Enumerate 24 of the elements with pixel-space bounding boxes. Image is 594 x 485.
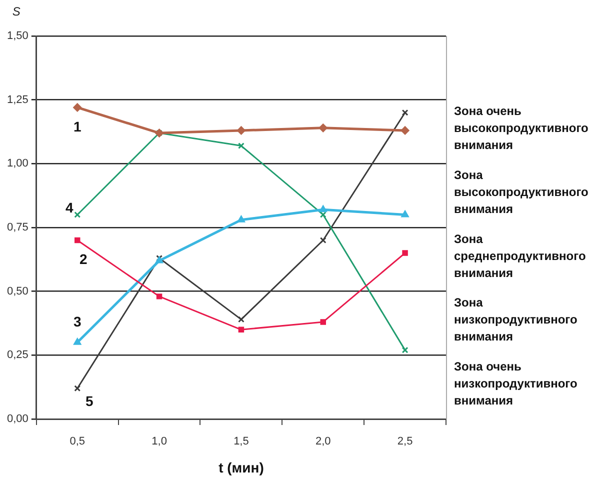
x-tick-label: 1,0 — [152, 436, 167, 448]
y-tick-label: 0,75 — [6, 222, 28, 234]
x-tick-label: 1,5 — [234, 436, 249, 448]
series-label: 5 — [85, 393, 94, 410]
text: Зона высокопродуктивного внимания — [454, 168, 588, 216]
y-tick-label: 0,25 — [6, 349, 28, 362]
text: Зона низкопродуктивного внимания — [454, 296, 578, 344]
y-tick-label: 0,50 — [6, 285, 28, 298]
series-label: 3 — [73, 313, 82, 330]
text: Зона среднепродуктивного внимания — [454, 232, 586, 280]
y-tick-label: 0,00 — [6, 413, 28, 426]
y-axis-title: S — [12, 4, 20, 18]
text: Зона очень низкопродуктивного внимания — [454, 359, 578, 408]
series-label: 1 — [73, 118, 82, 134]
x-tick-label: 0,5 — [70, 436, 86, 448]
x-tick-label: 2,5 — [397, 436, 413, 448]
y-tick-label: 1,25 — [6, 94, 28, 106]
x-axis-title: t (мин) — [218, 459, 264, 476]
text: Зона очень высокопродуктивного внимания — [454, 104, 588, 152]
series-label: 4 — [65, 200, 74, 216]
series-label: 2 — [79, 251, 88, 268]
y-tick-label: 1,50 — [6, 30, 28, 42]
x-tick-label: 2,0 — [315, 436, 331, 448]
y-tick-label: 1,00 — [6, 158, 28, 170]
